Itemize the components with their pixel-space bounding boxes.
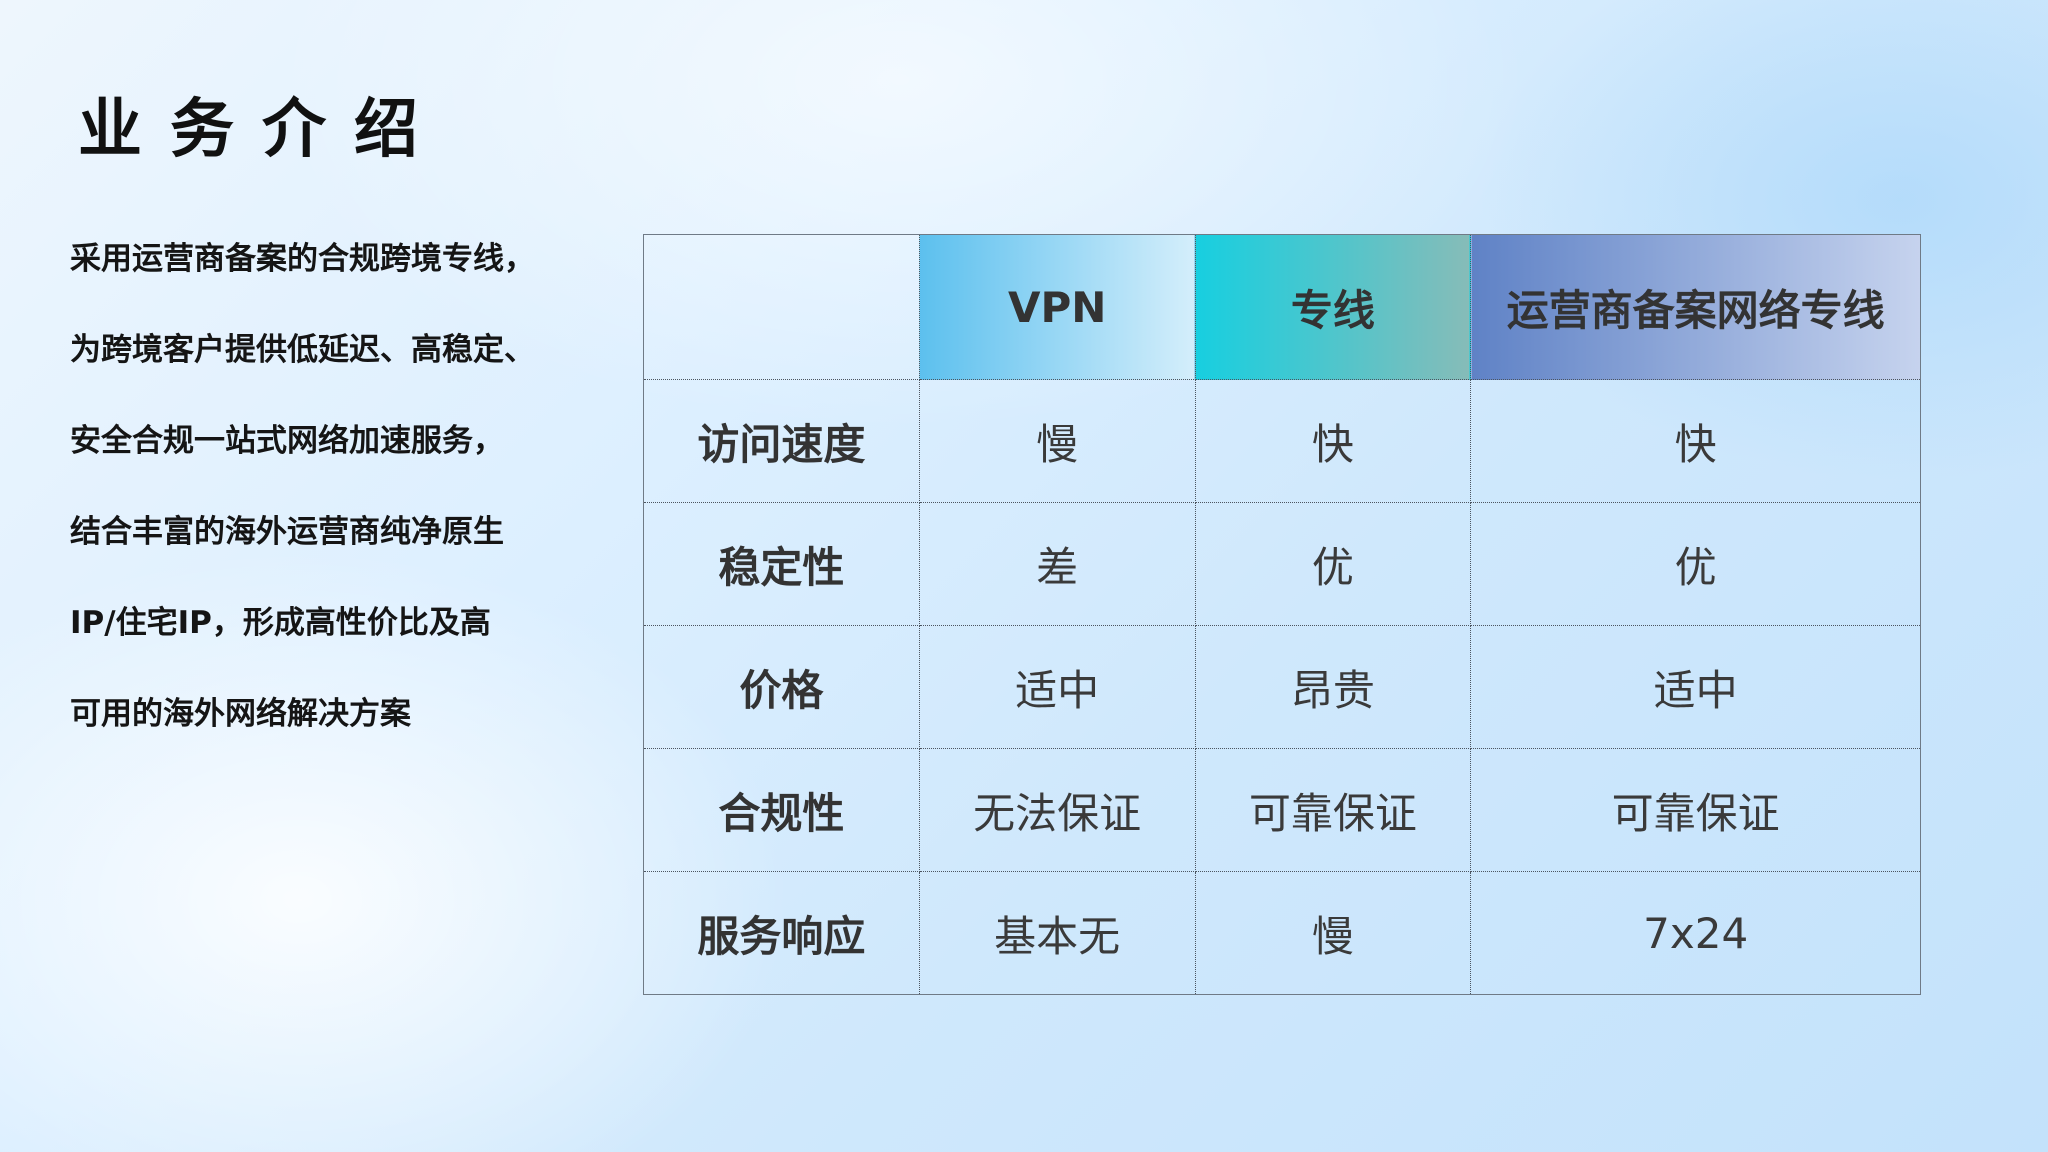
table-row: 价格 适中 昂贵 适中	[643, 625, 1921, 749]
row-label: 稳定性	[643, 502, 920, 626]
row-label: 价格	[643, 625, 920, 749]
header-dedicated-line: 专线	[1194, 234, 1472, 380]
intro-line: 采用运营商备案的合规跨境专线，	[70, 241, 535, 277]
table-cell: 7x24	[1470, 871, 1921, 995]
table-cell: 慢	[1194, 871, 1472, 995]
intro-line: 安全合规一站式网络加速服务，	[70, 423, 504, 459]
table-cell: 优	[1194, 502, 1472, 626]
intro-line: 为跨境客户提供低延迟、高稳定、	[70, 332, 535, 368]
table-cell: 基本无	[918, 871, 1196, 995]
table-row: 稳定性差优优	[643, 502, 1921, 626]
table-cell: 慢	[918, 379, 1196, 503]
table-row: 合规性 无法保证 可靠保证 可靠保证	[643, 748, 1921, 872]
intro-line: 结合丰富的海外运营商纯净原生	[70, 514, 504, 550]
page-title: 业务介绍	[78, 93, 446, 167]
row-label: 服务响应	[643, 871, 920, 995]
intro-line: 可用的海外网络解决方案	[70, 696, 411, 732]
table-row: 服务响应 基本无慢 7x24	[643, 871, 1921, 995]
intro-line: IP/住宅IP，形成高性价比及高	[70, 605, 491, 641]
intro-paragraph: 采用运营商备案的合规跨境专线， 为跨境客户提供低延迟、高稳定、 安全合规一站式网…	[70, 232, 630, 778]
header-operator-line: 运营商备案网络专线	[1470, 234, 1921, 380]
header-vpn: VPN	[918, 234, 1196, 380]
table-cell: 快	[1194, 379, 1472, 503]
header-empty	[643, 234, 920, 380]
table-cell: 差	[918, 502, 1196, 626]
table-header-row: VPN 专线 运营商备案网络专线	[643, 234, 1921, 380]
table-cell: 可靠保证	[1470, 748, 1921, 872]
row-label: 合规性	[643, 748, 920, 872]
comparison-table: VPN 专线 运营商备案网络专线 访问速度慢快快稳定性差优优价格 适中 昂贵 适中 合规…	[643, 234, 1921, 995]
table-row: 访问速度慢快快	[643, 379, 1921, 503]
table-cell: 昂贵	[1194, 625, 1472, 749]
table-cell: 无法保证	[918, 748, 1196, 872]
table-cell: 快	[1470, 379, 1921, 503]
table-cell: 可靠保证	[1194, 748, 1472, 872]
table-cell: 适中	[1470, 625, 1921, 749]
table-cell: 适中	[918, 625, 1196, 749]
row-label: 访问速度	[643, 379, 920, 503]
table-cell: 优	[1470, 502, 1921, 626]
